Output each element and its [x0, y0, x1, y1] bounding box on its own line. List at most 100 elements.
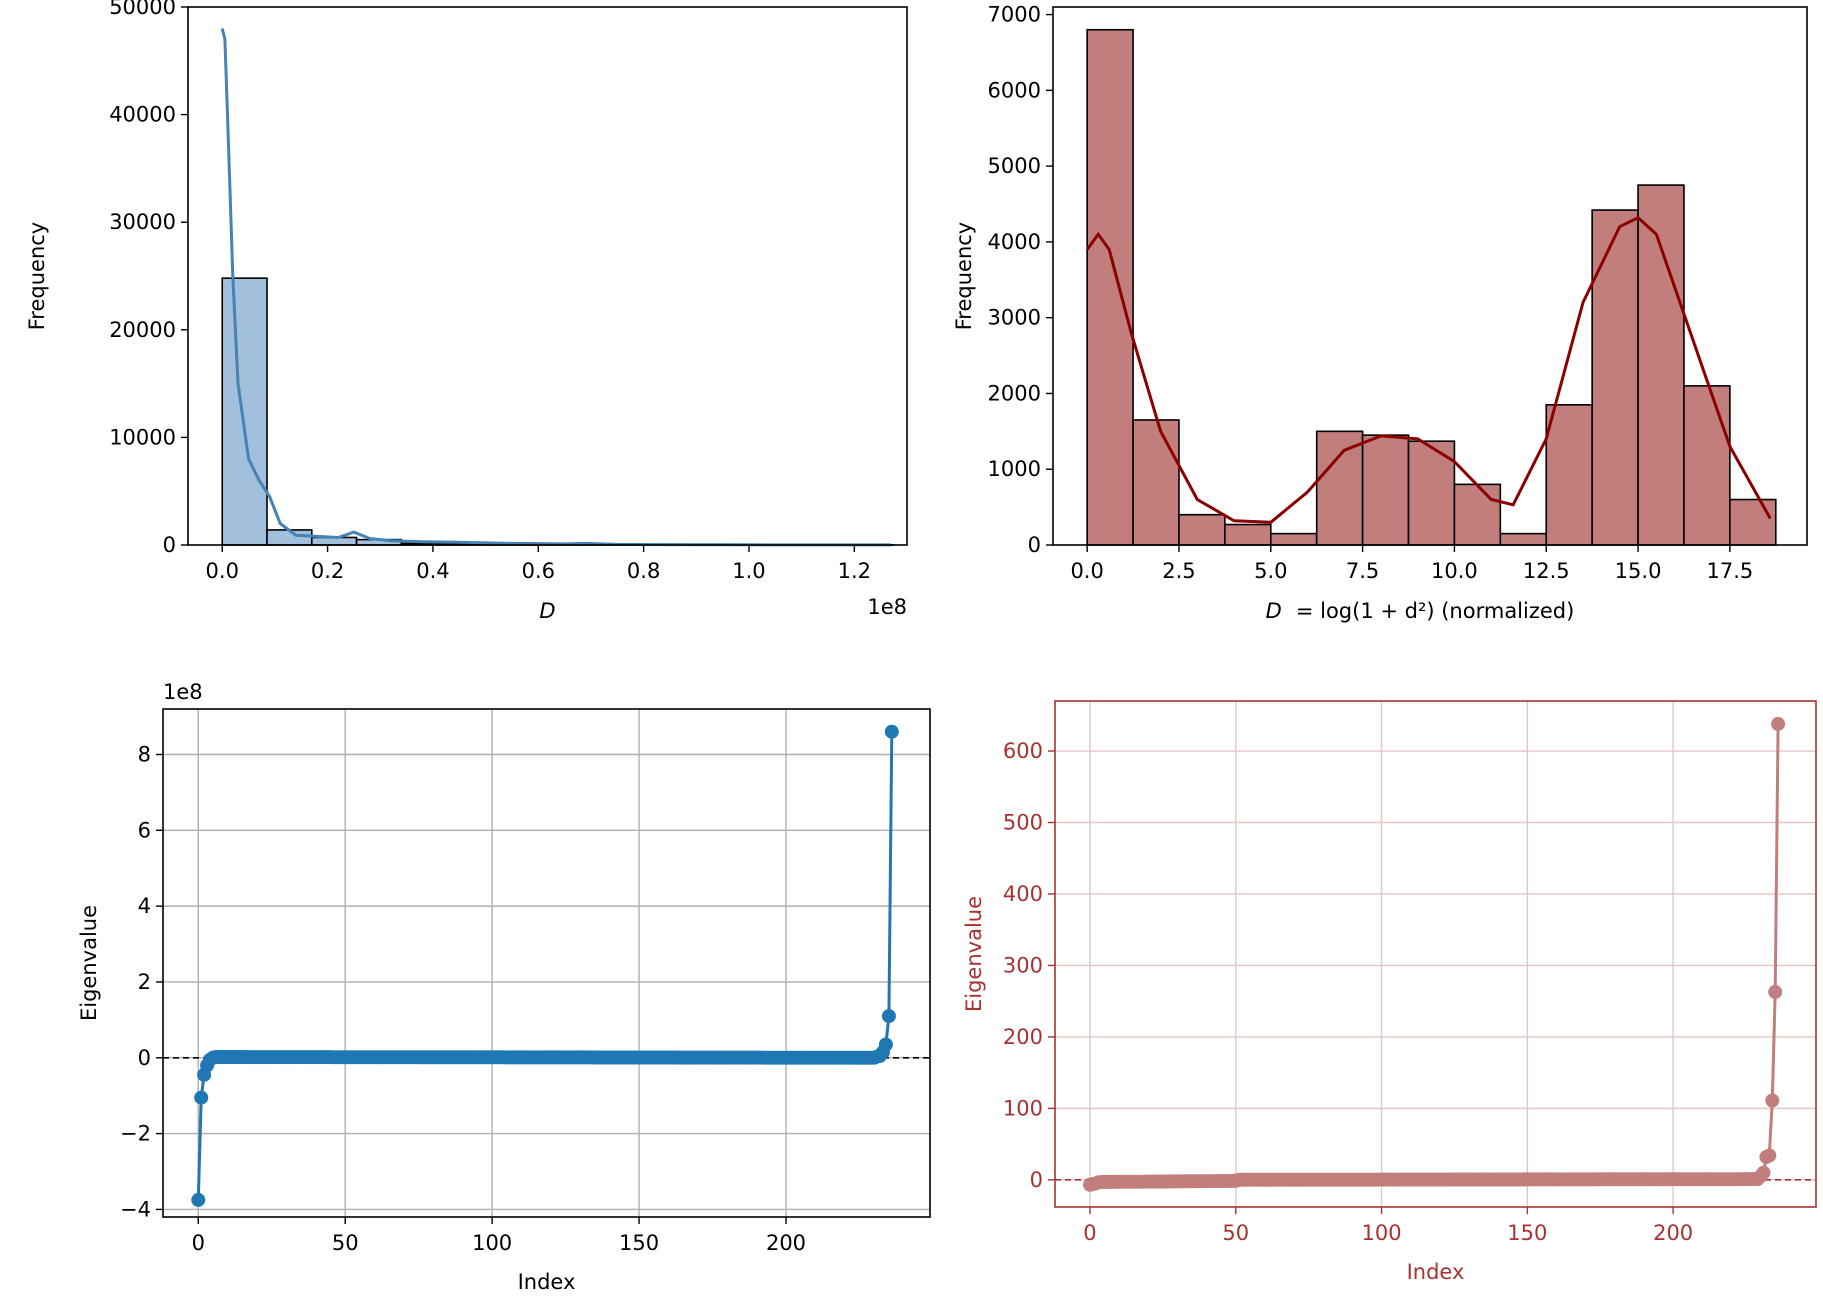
eigenvalue-marker [884, 724, 899, 739]
y-tick-label: 2 [138, 970, 151, 994]
offset-label: 1e8 [163, 680, 203, 704]
y-tick-label: −4 [120, 1197, 151, 1221]
x-tick-label: 150 [1507, 1221, 1547, 1245]
x-tick-label: 0.2 [311, 559, 344, 583]
offset-label: 1e8 [867, 595, 907, 619]
eigenvalue-marker [1765, 1093, 1780, 1108]
histogram-bar [1683, 385, 1731, 546]
x-tick-label: 15.0 [1615, 559, 1662, 583]
y-tick-label: 4000 [988, 230, 1041, 254]
y-tick-label: 6 [138, 818, 151, 842]
y-axis-label: Frequency [25, 222, 49, 331]
x-tick-label: 200 [1653, 1221, 1693, 1245]
y-tick-label: −2 [120, 1122, 151, 1146]
y-axis-label: Eigenvalue [962, 896, 986, 1012]
x-axis-label: D = log(1 + d²) (normalized) [1266, 599, 1575, 623]
y-tick-label: 2000 [988, 381, 1041, 405]
histogram-bar [1545, 404, 1593, 546]
histogram-bar [1637, 184, 1685, 546]
histogram-bar [1591, 209, 1639, 546]
eigenvalue-marker [878, 1037, 893, 1052]
histogram-bar [1086, 28, 1134, 546]
x-tick-label: 150 [619, 1231, 659, 1255]
y-tick-label: 0 [1030, 1168, 1043, 1192]
histogram-bar [1453, 483, 1502, 546]
plot-frame [162, 708, 931, 1218]
x-tick-label: 0.0 [1070, 559, 1103, 583]
x-tick-label: 0.0 [206, 559, 239, 583]
eigenvalue-marker [191, 1192, 206, 1207]
eigenvalue-marker [1771, 716, 1786, 731]
y-tick-label: 3000 [988, 306, 1041, 330]
x-tick-label: 0 [192, 1231, 205, 1255]
y-tick-label: 7000 [988, 3, 1041, 27]
x-axis-label-formula: = log(1 + d²) (normalized) [1296, 599, 1574, 623]
eigenvalue-line [1089, 723, 1780, 1187]
x-axis-label: D [539, 599, 555, 623]
histogram-bar [221, 277, 268, 546]
y-axis-label: Eigenvalue [77, 905, 101, 1021]
x-tick-label: 0.4 [416, 559, 449, 583]
y-axis-label: Frequency [952, 222, 976, 331]
x-tick-label: 0.8 [627, 559, 660, 583]
histogram-bar [1361, 434, 1410, 546]
x-axis-label: Index [518, 1270, 576, 1294]
x-tick-label: 200 [766, 1231, 806, 1255]
eigenvalue-marker [1762, 1148, 1777, 1163]
y-tick-label: 30000 [109, 210, 176, 234]
x-tick-label: 17.5 [1706, 559, 1753, 583]
histogram-bar [1224, 523, 1272, 546]
plot-frame [1054, 700, 1817, 1208]
y-tick-label: 400 [1003, 882, 1043, 906]
y-tick-label: 0 [163, 533, 176, 557]
eigenvalue-marker [881, 1009, 896, 1024]
x-tick-label: 100 [472, 1231, 512, 1255]
plot-frame [1052, 6, 1808, 546]
y-tick-label: 5000 [988, 154, 1041, 178]
y-tick-label: 4 [138, 894, 151, 918]
histogram-bar [1499, 532, 1548, 546]
histogram-log-distances: 0.0 2.5 5.0 7.5 10.0 12.5 15.0 17.5 0 1000 2000 300… [952, 3, 1808, 623]
y-tick-label: 40000 [109, 103, 176, 127]
y-tick-label: 6000 [988, 78, 1041, 102]
x-tick-label: 5.0 [1254, 559, 1287, 583]
x-tick-label: 1.2 [838, 559, 871, 583]
y-tick-label: 0 [1028, 533, 1041, 557]
x-tick-label: 7.5 [1346, 559, 1379, 583]
x-tick-label: 12.5 [1523, 559, 1570, 583]
y-tick-label: 100 [1003, 1096, 1043, 1120]
histogram-bar [1729, 498, 1777, 546]
x-tick-label: 2.5 [1162, 559, 1195, 583]
y-tick-label: 10000 [109, 425, 176, 449]
x-tick-label: 0.6 [522, 559, 555, 583]
histogram-bar [1269, 532, 1318, 546]
histogram-bar [1315, 430, 1364, 546]
x-tick-label: 50 [1222, 1221, 1249, 1245]
plot-frame [187, 6, 908, 546]
y-tick-label: 50000 [109, 0, 176, 19]
x-axis-label: Index [1407, 1260, 1465, 1284]
y-tick-label: 600 [1003, 739, 1043, 763]
kde-curve [220, 28, 892, 547]
y-tick-label: 8 [138, 742, 151, 766]
eigenvalue-marker [194, 1090, 209, 1105]
eigenvalue-marker [1768, 984, 1783, 999]
eigenvalue-plot-raw: 0 50 100 150 200 −4 −2 0 2 4 6 8 Eigenvalue Index 1e8 [77, 680, 931, 1294]
histogram-raw-distances: 0.0 0.2 0.4 0.6 0.8 1.0 1.2 0 10000 20000 30000 400… [25, 0, 908, 623]
x-tick-label: 1.0 [732, 559, 765, 583]
y-tick-label: 200 [1003, 1025, 1043, 1049]
histogram-bar [1132, 419, 1180, 546]
y-tick-label: 20000 [109, 318, 176, 342]
x-tick-label: 10.0 [1431, 559, 1478, 583]
eigenvalue-line [196, 731, 894, 1200]
eigenvalue-plot-log: 0 50 100 150 200 0 100 200 300 400 500 600 Eigenvalu… [962, 700, 1817, 1284]
y-tick-label: 1000 [988, 457, 1041, 481]
kde-curve [1085, 215, 1772, 524]
x-axis-label-symbol: D [1266, 599, 1282, 623]
y-tick-label: 0 [138, 1046, 151, 1070]
y-tick-label: 300 [1003, 953, 1043, 977]
x-tick-label: 50 [332, 1231, 359, 1255]
x-tick-label: 100 [1362, 1221, 1402, 1245]
histogram-bar [1178, 513, 1226, 546]
